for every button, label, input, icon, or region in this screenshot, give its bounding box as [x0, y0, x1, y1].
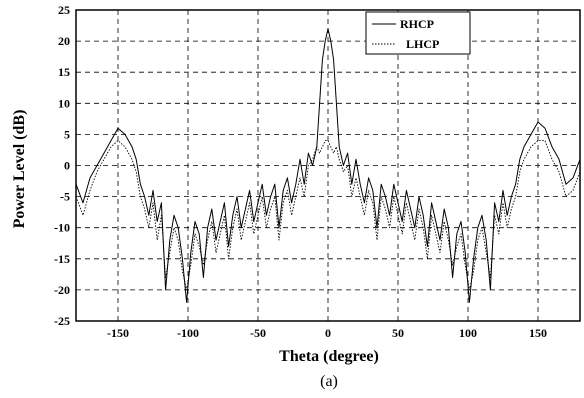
y-tick-label: 15 — [58, 65, 70, 79]
x-tick-label: -150 — [107, 326, 129, 340]
y-tick-label: -25 — [54, 314, 70, 328]
legend-label-rhcp: RHCP — [400, 17, 434, 31]
figure-caption: (a) — [320, 373, 338, 390]
x-tick-label: 0 — [325, 326, 331, 340]
y-tick-label: 5 — [64, 127, 70, 141]
y-tick-label: -15 — [54, 252, 70, 266]
y-tick-labels: 25 20 15 10 5 0 -5 -10 -15 -20 -25 — [54, 3, 70, 328]
y-tick-label: 25 — [58, 3, 70, 17]
y-tick-label: 20 — [58, 34, 70, 48]
y-tick-label: 0 — [64, 159, 70, 173]
x-tick-label: -100 — [177, 326, 199, 340]
y-tick-label: -10 — [54, 221, 70, 235]
series-layer — [75, 28, 581, 303]
x-tick-label: 150 — [529, 326, 547, 340]
y-tick-label: -5 — [60, 190, 70, 204]
y-axis-title: Power Level (dB) — [11, 110, 28, 229]
y-tick-label: 10 — [58, 96, 70, 110]
x-tick-label: -50 — [250, 326, 266, 340]
x-tick-label: 100 — [459, 326, 477, 340]
legend-box — [365, 11, 471, 55]
x-tick-label: 50 — [392, 326, 404, 340]
series-line-rhcp — [75, 28, 581, 303]
grid-lines — [76, 10, 580, 321]
legend-label-lhcp: LHCP — [406, 37, 439, 51]
series-line-lhcp — [75, 140, 581, 291]
x-axis-title: Theta (degree) — [279, 348, 379, 365]
plot-frame — [75, 9, 581, 322]
y-tick-label: -20 — [54, 283, 70, 297]
x-tick-labels: -150 -100 -50 0 50 100 150 — [107, 326, 547, 340]
legend: RHCP LHCP — [365, 11, 471, 55]
